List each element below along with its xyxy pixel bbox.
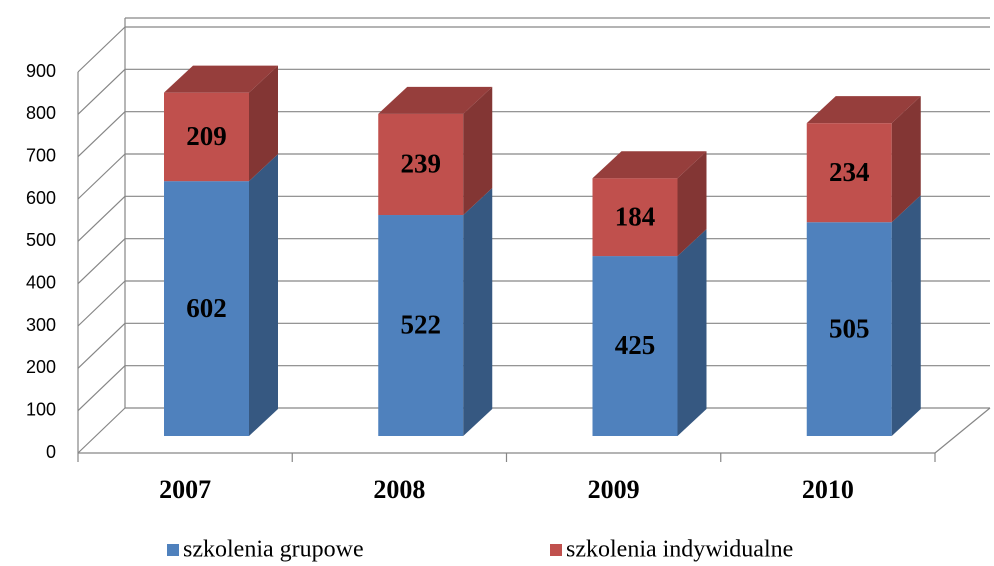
bar-side — [463, 86, 493, 216]
y-tick-label: 400 — [26, 272, 56, 292]
data-label: 184 — [615, 201, 656, 231]
legend-swatch — [167, 544, 179, 556]
y-tick-label: 500 — [26, 230, 56, 250]
grid-line — [77, 195, 126, 242]
grid-line — [77, 111, 126, 158]
data-label: 505 — [829, 313, 870, 343]
y-tick-label: 300 — [26, 315, 56, 335]
data-label: 602 — [186, 293, 227, 323]
grid-line — [77, 68, 126, 115]
grid-line — [77, 322, 126, 369]
bar-side — [891, 195, 921, 436]
bar-side — [677, 229, 707, 436]
bar-top — [592, 151, 707, 179]
bar-top — [378, 86, 493, 114]
bar-front — [164, 92, 249, 182]
y-tick-label: 0 — [46, 442, 56, 462]
y-tick-label: 900 — [26, 61, 56, 81]
bar-front — [378, 113, 464, 216]
axis-line — [934, 407, 991, 454]
legend-swatch — [550, 544, 562, 556]
grid-line — [77, 26, 126, 73]
legend-label: szkolenia grupowe — [183, 537, 364, 563]
x-tick-label: 2007 — [159, 475, 211, 504]
grid-line — [77, 153, 126, 200]
bar-front — [592, 178, 678, 257]
y-tick-label: 100 — [26, 399, 56, 419]
bar-front — [806, 123, 892, 223]
bar-front — [806, 222, 892, 436]
grid-line — [77, 407, 126, 454]
grid-line — [77, 238, 126, 285]
bar-front — [592, 256, 678, 436]
y-tick-label: 700 — [26, 145, 56, 165]
data-label: 425 — [615, 330, 656, 360]
bar-side — [891, 96, 921, 223]
x-tick-label: 2010 — [802, 475, 854, 504]
bar-side — [249, 154, 278, 437]
bar-front — [378, 215, 464, 436]
grid-line — [77, 365, 126, 412]
y-tick-label: 200 — [26, 357, 56, 377]
bar-top — [164, 65, 278, 93]
legend-label: szkolenia indywidualne — [566, 537, 793, 563]
bar-side — [463, 188, 493, 436]
data-label: 234 — [829, 157, 870, 187]
grid-line — [77, 280, 126, 327]
bar-side — [249, 65, 278, 182]
bar-front — [164, 181, 249, 436]
y-tick-label: 800 — [26, 103, 56, 123]
data-label: 522 — [401, 310, 442, 340]
x-tick-label: 2008 — [373, 475, 425, 504]
data-label: 239 — [401, 149, 442, 179]
data-label: 209 — [186, 121, 227, 151]
x-tick-label: 2009 — [588, 475, 640, 504]
bar-top — [806, 96, 921, 124]
bar-side — [677, 151, 707, 257]
y-tick-label: 600 — [26, 188, 56, 208]
